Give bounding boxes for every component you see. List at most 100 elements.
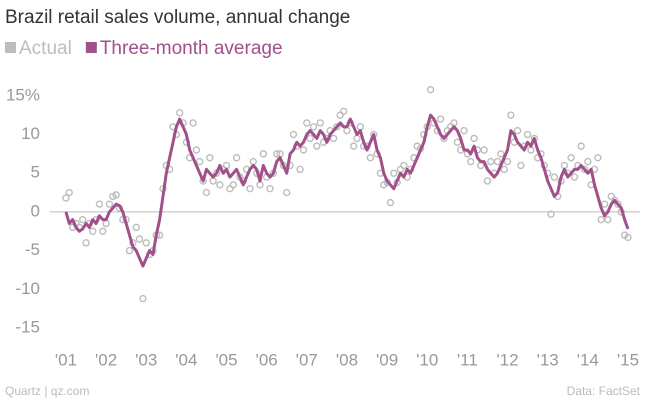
data-point [249,157,258,166]
y-tick-label: -5 [25,240,40,259]
source-left: Quartz | qz.com [5,384,89,398]
data-point [440,134,448,143]
x-tick-label: '02 [95,350,117,369]
data-point [467,157,475,166]
data-point [82,239,90,247]
x-tick-label: '03 [135,350,157,369]
data-point [436,115,445,123]
data-point [567,154,575,162]
data-point [480,146,488,154]
data-point [125,246,134,255]
data-point [273,150,281,158]
legend-swatch [85,42,97,53]
data-point [390,169,398,177]
data-point [135,235,144,243]
data-point [453,138,462,146]
y-tick-label: 5 [31,163,40,182]
data-point [500,165,508,174]
data-point [89,227,97,235]
data-point [142,239,150,247]
data-point [523,130,532,139]
data-point [349,142,358,150]
chart-title: Brazil retail sales volume, annual chang… [5,7,350,28]
data-point [132,223,140,232]
data-point [460,126,468,135]
data-point [497,150,505,158]
legend-label: Actual [19,38,72,59]
data-point [266,184,274,193]
data-point [477,161,485,170]
data-point [517,161,525,170]
average-line [64,113,630,268]
data-point [296,165,304,174]
y-tick-label: -15 [15,317,40,336]
data-point [400,161,408,170]
data-point [600,200,609,208]
x-tick-label: '12 [496,350,518,369]
data-point [507,111,515,119]
data-point [483,177,492,185]
data-point [112,191,120,199]
data-point [232,154,241,162]
data-point [624,233,632,242]
data-point [192,146,201,154]
data-point [487,157,495,166]
data-point [527,146,535,154]
data-point [202,188,211,197]
data-point [309,123,318,131]
data-point [343,126,351,135]
data-point [584,157,592,166]
data-point [99,227,107,235]
x-tick-label: '10 [416,350,438,369]
x-tick-label: '11 [457,350,478,369]
data-point [206,154,214,162]
data-point [580,165,589,174]
data-point [139,294,147,303]
data-point [283,188,291,197]
data-point [577,142,585,150]
data-point [95,200,104,208]
x-tick-label: '13 [537,350,559,369]
data-point [356,123,365,131]
data-point [306,134,314,143]
y-tick-label: 15% [6,85,40,104]
data-point [102,219,110,228]
data-point [597,215,605,224]
legend-label: Three-month average [100,38,283,59]
data-point [65,188,73,197]
data-point [353,134,361,143]
data-point [450,119,458,127]
source-right: Data: FactSet [567,384,641,398]
y-tick-label: 0 [31,201,40,220]
x-tick-label: '08 [336,350,358,369]
data-point [246,184,254,193]
data-point [209,177,217,185]
x-tick-label: '04 [175,350,197,369]
data-point [396,165,405,174]
data-point [229,181,237,189]
data-point [105,200,114,208]
data-point [62,194,70,202]
data-point [339,107,348,116]
data-point [222,161,231,170]
data-point [560,161,569,170]
data-point [604,215,612,224]
x-tick-label: '01 [55,350,77,369]
x-tick-label: '14 [577,350,599,369]
x-tick-label: '05 [215,350,237,369]
data-point [336,111,344,119]
data-point [216,181,224,189]
x-tick-label: '15 [617,350,639,369]
data-point [426,85,435,94]
data-point [313,142,321,150]
data-point [547,210,555,218]
data-point [78,215,87,224]
legend-swatch [5,42,16,53]
data-point [175,109,184,117]
data-point [329,134,338,143]
data-point [259,150,268,158]
data-point [594,154,602,162]
data-point [256,181,264,189]
data-point [303,119,311,127]
